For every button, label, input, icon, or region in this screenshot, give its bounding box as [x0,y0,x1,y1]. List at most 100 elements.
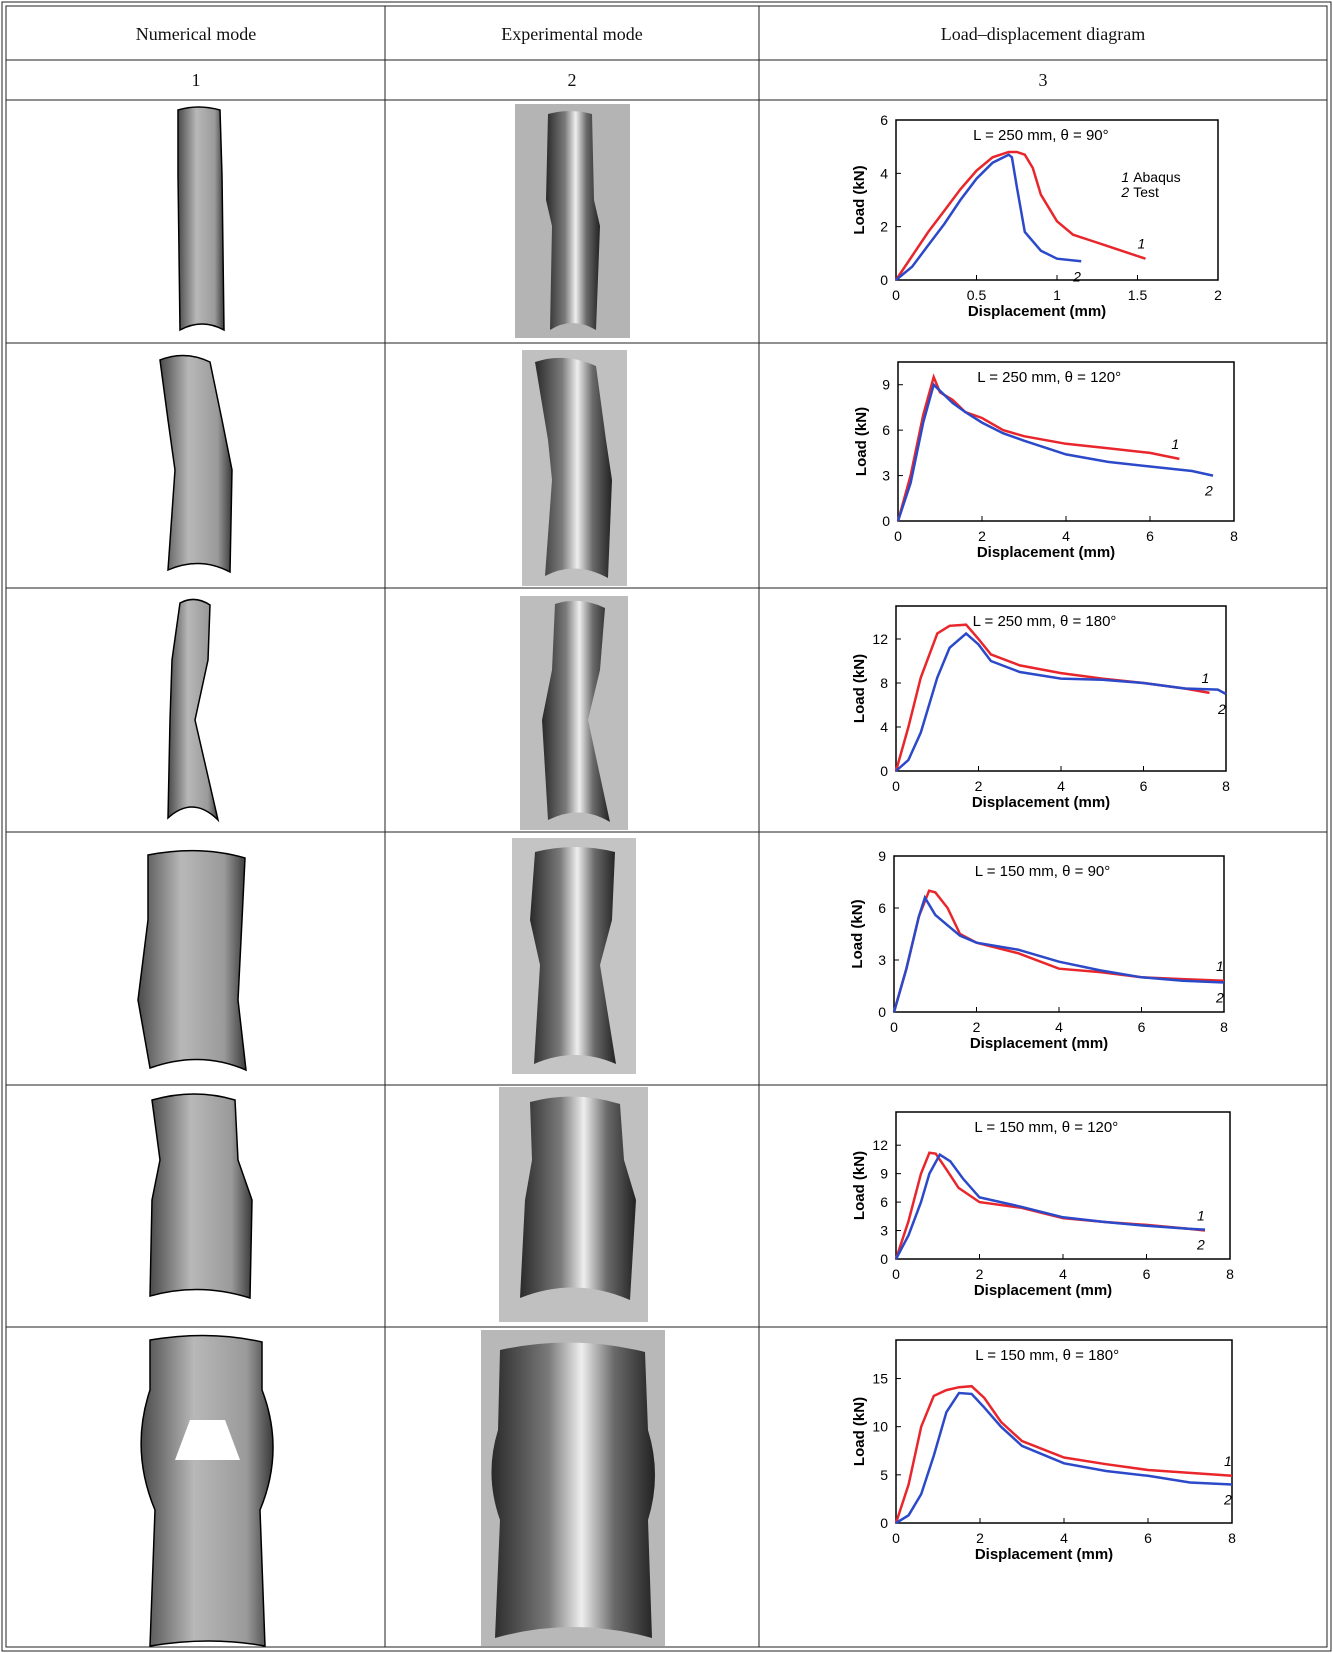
x-tick-label: 2 [975,778,983,794]
curve-label: 2 [1215,990,1224,1006]
x-tick-label: 6 [1146,528,1154,544]
curve-label: 1 [1138,236,1146,252]
y-axis-label: Load (kN) [853,407,870,476]
column-header: Load–displacement diagram [941,24,1145,44]
chart-title: L = 150 mm, θ = 120° [974,1119,1118,1136]
chart-title: L = 250 mm, θ = 180° [973,613,1117,630]
y-tick-label: 6 [882,422,890,438]
curve-label: 1 [1224,1453,1232,1469]
y-tick-label: 6 [878,900,886,916]
x-tick-label: 4 [1059,1266,1067,1282]
x-tick-label: 0.5 [967,287,987,303]
legend-entry: 1 Abaqus [1121,169,1180,185]
x-tick-label: 8 [1220,1019,1228,1035]
x-tick-label: 0 [892,1266,900,1282]
line-chart: 0 2 4 6 0 0.5 1 1.5 2 Displacement (mm) Load (kN) L… [851,112,1222,320]
x-tick-label: 0 [892,778,900,794]
curve-label: 2 [1223,1491,1232,1507]
chart-title: L = 150 mm, θ = 180° [975,1347,1119,1364]
x-tick-label: 8 [1226,1266,1234,1282]
x-tick-label: 4 [1055,1019,1063,1035]
chart-title: L = 250 mm, θ = 90° [973,127,1109,144]
series-line [894,150,1146,281]
y-axis-label: Load (kN) [851,654,868,723]
y-axis-label: Load (kN) [851,165,868,234]
y-tick-label: 0 [880,272,888,288]
x-tick-label: 0 [894,528,902,544]
x-axis-label: Displacement (mm) [970,1035,1108,1052]
x-axis-label: Displacement (mm) [977,544,1115,561]
x-tick-label: 1.5 [1128,287,1148,303]
x-tick-label: 6 [1138,1019,1146,1035]
series-line [894,1151,1206,1260]
legend-text: Test [1133,184,1159,200]
y-tick-label: 0 [880,1251,888,1267]
y-axis-label: Load (kN) [849,899,866,968]
y-tick-label: 2 [880,219,888,235]
column-header: Experimental mode [501,24,642,44]
line-chart: 0 5 10 15 0 2 4 6 8 Displacement (mm) Load (kN) L =… [851,1339,1236,1563]
numerical-modes [137,106,274,1647]
y-tick-label: 6 [880,112,888,128]
series-line [895,631,1227,772]
x-tick-label: 4 [1060,1530,1068,1546]
x-tick-label: 4 [1057,778,1065,794]
x-tick-label: 8 [1228,1530,1236,1546]
x-tick-label: 6 [1143,1266,1151,1282]
legend-text: Abaqus [1133,169,1180,185]
curve-label: 1 [1216,958,1224,974]
line-chart: 0 3 6 9 0 2 4 6 8 Displacement (mm) Load (kN) L = 2… [853,361,1238,561]
series-line [892,894,1225,1013]
line-chart: 0 3 6 9 0 2 4 6 8 Displacement (mm) Load (kN) L = 1… [849,848,1228,1052]
x-tick-label: 0 [890,1019,898,1035]
column-header: Numerical mode [136,24,256,44]
y-tick-label: 15 [872,1371,888,1387]
y-axis-label: Load (kN) [851,1397,868,1466]
series-line [894,1384,1233,1524]
series-line [895,1391,1233,1525]
y-tick-label: 4 [880,165,888,181]
y-tick-label: 0 [880,763,888,779]
column-number: 2 [568,70,577,90]
legend-entry: 2 Test [1120,184,1159,200]
series-line [896,382,1214,522]
x-tick-label: 1 [1053,287,1061,303]
y-tick-label: 3 [882,468,890,484]
experimental-photos [481,104,665,1646]
y-tick-label: 8 [880,675,888,691]
x-tick-label: 6 [1144,1530,1152,1546]
y-tick-label: 0 [882,513,890,529]
plot-frame [895,119,1219,281]
series-line [894,1152,1206,1260]
x-tick-label: 8 [1222,778,1230,794]
x-tick-label: 2 [1214,287,1222,303]
curve-label: 2 [1072,268,1081,284]
series-line [894,623,1210,772]
y-tick-label: 9 [880,1166,888,1182]
y-tick-label: 10 [872,1419,888,1435]
y-axis-label: Load (kN) [851,1151,868,1220]
y-tick-label: 0 [878,1004,886,1020]
column-number: 3 [1039,70,1048,90]
legend-marker: 2 [1120,184,1129,200]
y-tick-label: 12 [872,1137,888,1153]
y-tick-label: 0 [880,1515,888,1531]
y-tick-label: 12 [872,631,888,647]
x-tick-label: 0 [892,287,900,303]
x-tick-label: 8 [1230,528,1238,544]
x-axis-label: Displacement (mm) [972,794,1110,811]
curve-label: 2 [1217,701,1226,717]
plot-frame [895,1339,1233,1524]
x-tick-label: 2 [976,1266,984,1282]
x-axis-label: Displacement (mm) [975,1546,1113,1563]
x-tick-label: 2 [978,528,986,544]
chart-title: L = 150 mm, θ = 90° [975,863,1111,880]
y-tick-label: 9 [878,848,886,864]
y-tick-label: 9 [882,377,890,393]
